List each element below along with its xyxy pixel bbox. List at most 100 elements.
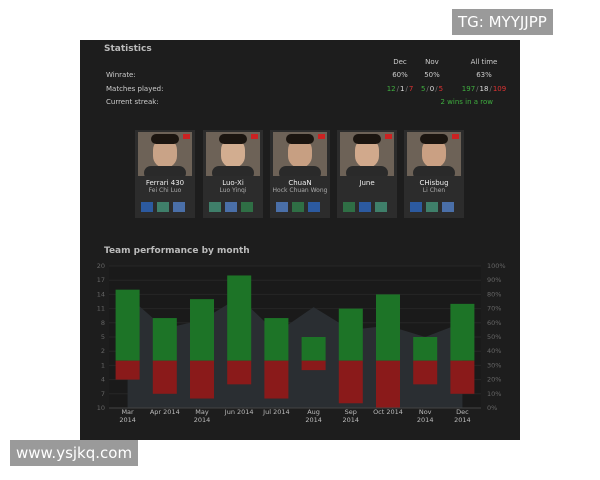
- match-count: 109: [492, 84, 507, 93]
- y-tick-label: 5: [101, 333, 105, 341]
- loss-bar: [413, 360, 438, 385]
- column-header: All time: [470, 58, 498, 66]
- column-header: Nov: [425, 58, 439, 66]
- match-record: 5/0/5: [402, 85, 462, 93]
- loss-bar: [264, 360, 289, 399]
- y2-tick-label: 60%: [487, 319, 501, 327]
- chart-title: Team performance by month: [104, 246, 250, 256]
- y2-tick-label: 10%: [487, 390, 501, 398]
- loss-bar: [115, 360, 140, 380]
- column-header: Dec: [393, 58, 407, 66]
- player-photo: [340, 132, 394, 176]
- loss-bar: [376, 360, 400, 408]
- player-nickname: ChuaN: [288, 179, 312, 187]
- x-tick-label: Apr 2014: [149, 408, 180, 416]
- y2-tick-label: 90%: [487, 276, 501, 284]
- y-tick-label: 11: [97, 305, 105, 313]
- match-count: 18: [479, 84, 489, 93]
- hero-icon: [343, 202, 355, 212]
- match-count: 197: [461, 84, 476, 93]
- streak: 2 wins in a row: [440, 98, 493, 106]
- win-bar: [301, 337, 326, 361]
- player-nickname: June: [359, 179, 375, 187]
- y-tick-label: 14: [97, 290, 105, 298]
- x-tick-label: Nov 2014: [416, 408, 434, 424]
- player-nickname: CHisbug: [419, 179, 449, 187]
- y2-tick-label: 40%: [487, 347, 501, 355]
- player-nickname: Ferrari 430: [145, 179, 185, 187]
- player-card: Ferrari 430 Fei Chi Luo: [135, 130, 195, 218]
- win-bar: [115, 289, 140, 361]
- separator: /: [489, 84, 492, 93]
- hero-icon: [276, 202, 288, 212]
- loss-bar: [190, 360, 214, 399]
- player-card: CHisbug Li Chen: [404, 130, 464, 218]
- y2-tick-label: 50%: [487, 333, 501, 341]
- hero-icon: [359, 202, 371, 212]
- x-tick-label: May 2014: [193, 408, 211, 424]
- hero-icon: [308, 202, 320, 212]
- match-count: 0: [429, 84, 435, 93]
- win-bar: [264, 318, 289, 361]
- player-photo: [273, 132, 327, 176]
- win-bar: [152, 318, 177, 361]
- y-tick-label: 8: [101, 319, 105, 327]
- player-name: Li Chen: [422, 187, 446, 194]
- y-tick-label: 17: [97, 276, 105, 284]
- hero-icon: [209, 202, 221, 212]
- match-count: 5: [420, 84, 426, 93]
- y2-tick-label: 100%: [487, 262, 506, 270]
- x-tick-label: Oct 2014: [373, 408, 403, 416]
- separator: /: [435, 84, 438, 93]
- hero-icon: [141, 202, 153, 212]
- stat-value: 63%: [476, 71, 492, 79]
- match-record: 12/1/7: [370, 85, 430, 93]
- y2-tick-label: 0%: [487, 404, 497, 412]
- separator: /: [476, 84, 479, 93]
- y-tick-label: 1: [101, 361, 105, 369]
- player-card: Luo-Xi Luo Yinqi: [203, 130, 263, 218]
- x-tick-label: Sep 2014: [342, 408, 360, 424]
- separator: /: [405, 84, 408, 93]
- win-bar: [190, 299, 214, 361]
- match-count: 7: [408, 84, 414, 93]
- stat-value: 60%: [392, 71, 408, 79]
- match-record: 197/18/109: [454, 85, 514, 93]
- hero-icon: [442, 202, 454, 212]
- player-nickname: Luo-Xi: [222, 179, 244, 187]
- separator: /: [396, 84, 399, 93]
- x-tick-label: Mar 2014: [119, 408, 136, 424]
- x-tick-label: Dec 2014: [454, 408, 471, 424]
- stats-title: Statistics: [104, 44, 152, 54]
- hero-icon: [292, 202, 304, 212]
- player-photo: [138, 132, 192, 176]
- player-card: ChuaN Hock Chuan Wong: [270, 130, 330, 218]
- player-photo: [206, 132, 260, 176]
- player-name: Fei Chi Luo: [148, 187, 182, 194]
- loss-bar: [338, 360, 363, 404]
- hero-icon: [225, 202, 237, 212]
- match-count: 5: [438, 84, 444, 93]
- win-bar: [450, 303, 475, 361]
- hero-icon: [173, 202, 185, 212]
- match-count: 1: [399, 84, 405, 93]
- hero-icon: [410, 202, 422, 212]
- hero-icon: [157, 202, 169, 212]
- hero-icon: [375, 202, 387, 212]
- player-photo: [407, 132, 461, 176]
- x-tick-label: Jun 2014: [224, 408, 254, 416]
- y2-tick-label: 20%: [487, 376, 501, 384]
- loss-bar: [450, 360, 475, 394]
- y2-tick-label: 80%: [487, 290, 501, 298]
- row-label: Winrate:: [106, 71, 136, 79]
- row-label: Current streak:: [106, 98, 159, 106]
- player-name: Luo Yinqi: [219, 187, 247, 194]
- player-card: June: [337, 130, 397, 218]
- loss-bar: [227, 360, 252, 385]
- hero-icon: [426, 202, 438, 212]
- player-name: Hock Chuan Wong: [272, 187, 328, 194]
- y-tick-label: 7: [101, 390, 105, 398]
- footer-watermark: www.ysjkq.com: [10, 440, 139, 466]
